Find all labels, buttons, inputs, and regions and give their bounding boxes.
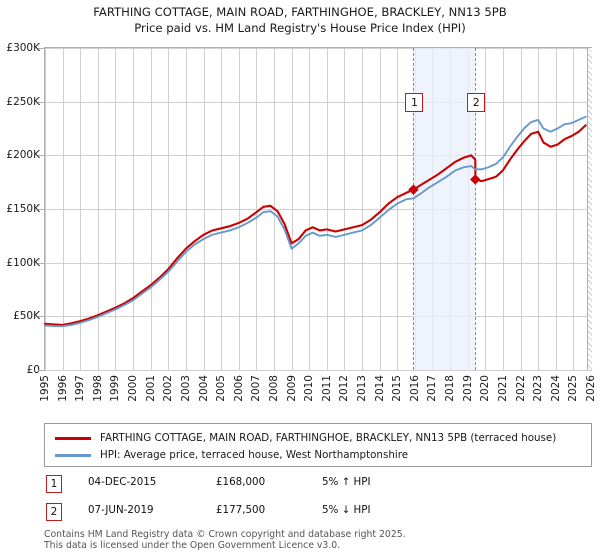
hatch-fill (586, 48, 592, 370)
x-axis-tick-label: 2012 (338, 375, 351, 402)
x-axis-tick-label: 1998 (91, 375, 104, 402)
line-price-paid (43, 124, 587, 326)
gridline-horizontal (45, 262, 591, 264)
x-axis-tick-label: 2018 (444, 375, 457, 402)
x-axis-tick-label: 1997 (74, 375, 87, 402)
price-series-lines (43, 115, 587, 328)
gridline-horizontal (45, 155, 591, 157)
gridline-horizontal (45, 209, 591, 210)
gridline-horizontal (45, 370, 591, 371)
y-axis-tick-label: £100K (6, 256, 40, 269)
x-axis-tick-label: 2011 (320, 375, 333, 402)
x-axis-tick-label: 2019 (461, 375, 474, 402)
transaction-row[interactable]: 1 04-DEC-2015 £168,000 5% ↑ HPI (44, 474, 592, 496)
y-axis-tick-label: £0 (26, 364, 40, 376)
y-axis-tick (38, 101, 44, 103)
transaction-index-badge: 2 (46, 503, 62, 521)
x-axis-tick-label: 2004 (197, 375, 210, 402)
legend-swatch-hpi (55, 453, 91, 457)
y-axis-tick-label: £150K (6, 203, 40, 215)
page-title: FARTHING COTTAGE, MAIN ROAD, FARTHINGHOE… (0, 4, 600, 36)
x-axis-tick-label: 2016 (408, 375, 421, 402)
transaction-price: £177,500 (216, 504, 266, 516)
line-hpi (44, 115, 587, 328)
band-fill (413, 48, 476, 370)
title-line-2: Price paid vs. HM Land Registry's House … (134, 21, 466, 35)
attribution-line-1: Contains HM Land Registry data © Crown c… (44, 529, 406, 540)
y-axis-tick-label: £200K (6, 149, 40, 162)
transaction-row[interactable]: 2 07-JUN-2019 £177,500 5% ↓ HPI (44, 502, 592, 524)
transaction-index-badge: 1 (46, 475, 62, 493)
x-axis-tick-label: 1995 (39, 375, 51, 402)
x-axis-tick-label: 1996 (56, 375, 69, 402)
x-axis-tick-label: 2026 (585, 375, 597, 402)
gridline-horizontal (45, 48, 591, 49)
x-axis-tick-label: 2005 (215, 375, 228, 402)
x-axis-tick-label: 2024 (549, 375, 562, 402)
transaction-price: £168,000 (216, 476, 266, 488)
x-axis-tick-label: 2025 (567, 375, 580, 402)
legend-label-hpi: HPI: Average price, terraced house, West… (100, 449, 409, 461)
y-axis-tick-label: £300K (6, 42, 40, 54)
x-axis-tick-label: 2023 (532, 375, 545, 402)
x-axis-tick-label: 2006 (232, 375, 245, 402)
transaction-marker-1[interactable] (408, 184, 419, 195)
event-line-1 (413, 48, 415, 370)
x-axis-tick-label: 2017 (426, 375, 439, 402)
transaction-hpi-delta: 5% ↑ HPI (322, 476, 371, 488)
attribution-footer: Contains HM Land Registry data © Crown c… (44, 529, 592, 551)
callout-badge-1[interactable]: 1 (405, 93, 424, 112)
callout-badge-2[interactable]: 2 (467, 93, 486, 112)
x-axis-tick-label: 2013 (356, 375, 369, 402)
x-axis-tick-label: 2007 (250, 375, 263, 402)
x-axis-tick-label: 2002 (162, 375, 175, 402)
legend-entry-hpi: HPI: Average price, terraced house, West… (55, 446, 408, 464)
y-axis-tick (38, 262, 44, 264)
x-axis-tick-label: 2021 (496, 375, 509, 402)
y-axis-tick-label: £250K (6, 95, 40, 108)
x-axis-tick-label: 2008 (267, 375, 280, 402)
title-line-1: FARTHING COTTAGE, MAIN ROAD, FARTHINGHOE… (93, 5, 507, 19)
legend-label-price-paid: FARTHING COTTAGE, MAIN ROAD, FARTHINGHOE… (100, 432, 557, 444)
attribution-line-2: This data is licensed under the Open Gov… (44, 540, 341, 551)
x-axis-tick-label: 2001 (144, 375, 157, 402)
y-axis-tick (38, 155, 44, 157)
x-axis-tick-label: 2015 (391, 375, 404, 402)
y-axis-tick-label: £50K (13, 310, 40, 323)
x-axis-tick-label: 2003 (179, 375, 192, 402)
legend-swatch-price-paid (55, 436, 91, 440)
chart-legend: FARTHING COTTAGE, MAIN ROAD, FARTHINGHOE… (44, 423, 592, 467)
y-axis-tick (38, 316, 44, 318)
x-axis-tick-label: 1999 (109, 375, 122, 402)
transaction-hpi-delta: 5% ↓ HPI (322, 504, 371, 516)
x-axis-tick-label: 2010 (303, 375, 316, 402)
x-axis-tick-label: 2020 (479, 375, 492, 402)
transaction-marker-2[interactable] (470, 174, 481, 185)
x-axis-tick-label: 2014 (373, 375, 386, 402)
y-axis-tick (38, 48, 44, 49)
transaction-date: 07-JUN-2019 (88, 504, 154, 516)
legend-entry-price-paid: FARTHING COTTAGE, MAIN ROAD, FARTHINGHOE… (55, 429, 556, 447)
y-axis-tick (38, 209, 44, 210)
x-axis-tick-label: 2000 (127, 375, 140, 402)
gridline-horizontal (45, 101, 591, 103)
x-axis-tick-label: 2022 (514, 375, 527, 402)
event-line-2 (475, 48, 477, 370)
y-axis-tick (38, 370, 44, 371)
x-axis-tick-label: 2009 (285, 375, 298, 402)
transaction-date: 04-DEC-2015 (88, 476, 157, 488)
gridline-horizontal (45, 316, 591, 318)
